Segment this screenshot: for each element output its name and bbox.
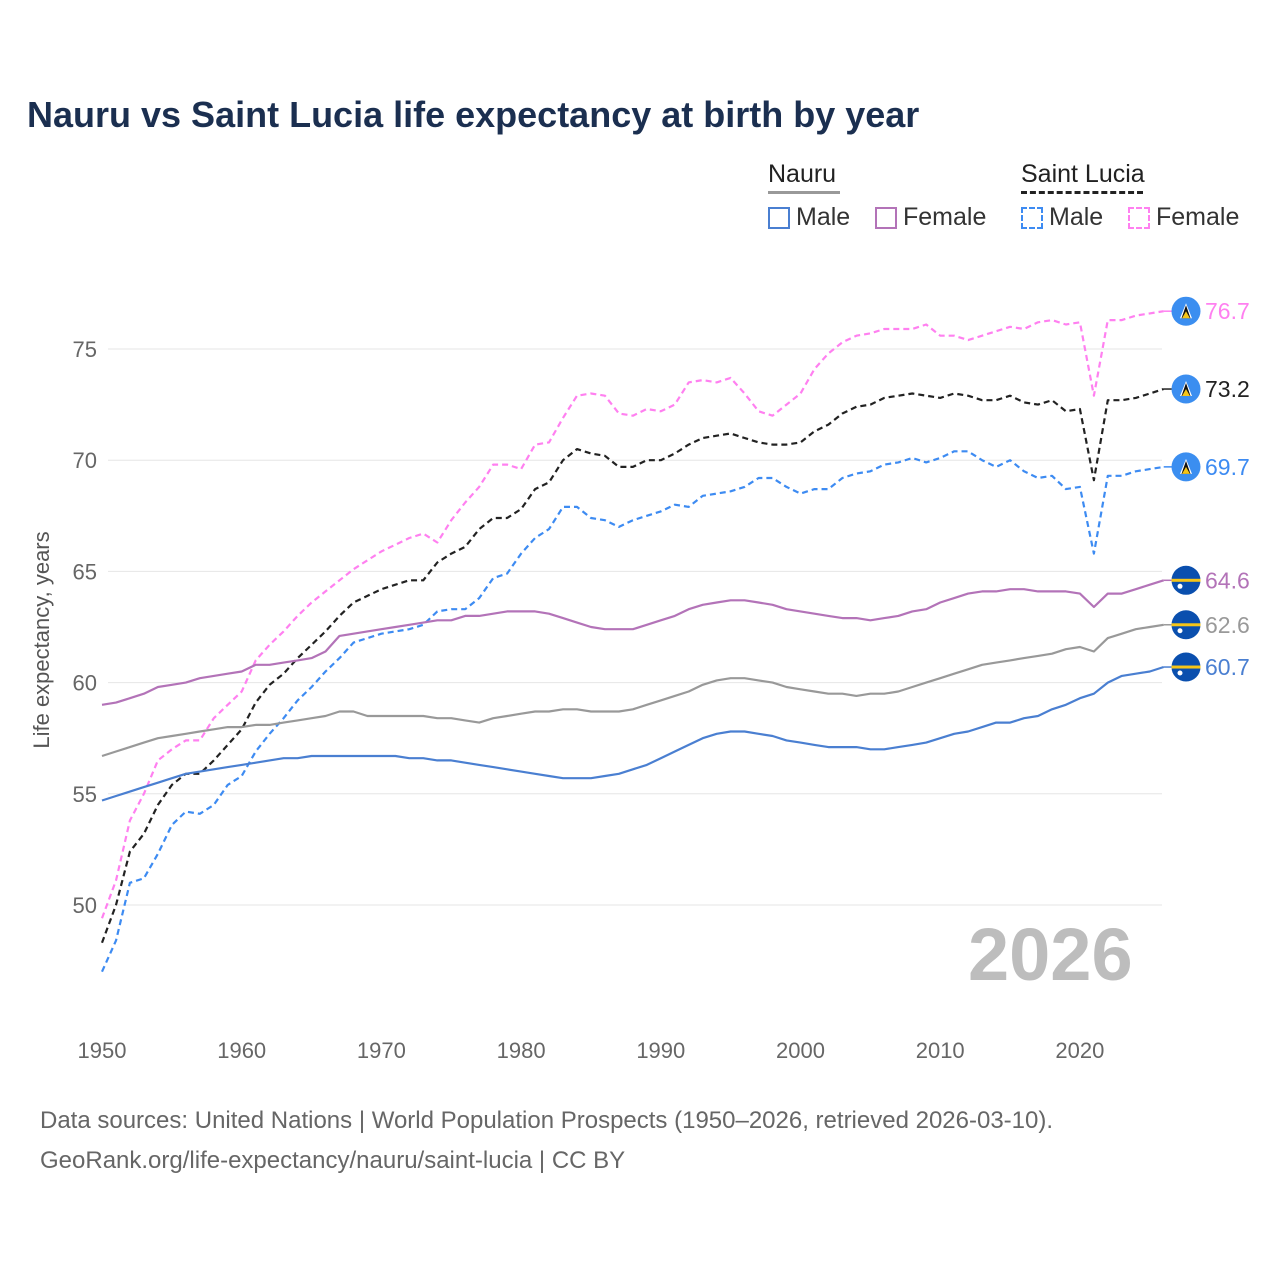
- legend-saint-lucia-line: [1021, 191, 1143, 194]
- end-value-label: 76.7: [1205, 298, 1250, 324]
- end-value-label: 62.6: [1205, 612, 1250, 638]
- series-line-nauru-total[interactable]: [101, 623, 1164, 758]
- year-watermark: 2026: [968, 913, 1133, 996]
- legend-item-saint-lucia-female[interactable]: Female: [1128, 203, 1239, 232]
- x-axis-ticks: 1950 1960 1970 1980 1990 2000 2010 2020: [78, 1038, 1105, 1063]
- legend-item-saint-lucia-male[interactable]: Male: [1021, 203, 1103, 232]
- x-tick-label: 2020: [1055, 1038, 1104, 1063]
- legend-nauru-line: [768, 191, 840, 194]
- end-value-label: 60.7: [1205, 654, 1250, 680]
- legend-group-label: Nauru: [768, 160, 837, 188]
- end-labels: 76.7 73.2 69.7 64.6 62.6 60.7: [1163, 296, 1250, 682]
- nauru-flag-icon: [1171, 565, 1201, 595]
- x-tick-label: 1990: [636, 1038, 685, 1063]
- x-tick-label: 1960: [217, 1038, 266, 1063]
- series-line-nauru-female[interactable]: [101, 579, 1165, 706]
- legend-label: Male: [1049, 203, 1104, 231]
- legend-swatch: [768, 206, 790, 229]
- footer-sources: Data sources: United Nations | World Pop…: [40, 1107, 1054, 1134]
- y-tick-label: 50: [73, 893, 97, 918]
- legend-label: Female: [903, 203, 987, 231]
- series-lines: [100, 310, 1165, 973]
- legend-label: Female: [1156, 203, 1240, 231]
- nauru-flag-icon: [1171, 610, 1201, 640]
- x-tick-label: 2010: [916, 1038, 965, 1063]
- y-tick-label: 65: [73, 559, 97, 584]
- x-tick-label: 1980: [497, 1038, 546, 1063]
- x-tick-label: 2000: [776, 1038, 825, 1063]
- series-line-saint-lucia-total[interactable]: [100, 387, 1165, 944]
- legend-swatch: [1128, 206, 1150, 229]
- end-value-label: 69.7: [1205, 454, 1250, 480]
- series-line-saint-lucia-male[interactable]: [100, 450, 1164, 973]
- legend-group-label: Saint Lucia: [1021, 160, 1145, 188]
- y-axis-label: Life expectancy, years: [29, 531, 54, 749]
- y-tick-label: 60: [73, 671, 97, 696]
- y-tick-label: 75: [73, 337, 97, 362]
- legend-swatch: [875, 206, 897, 229]
- series-line-saint-lucia-female[interactable]: [100, 310, 1164, 919]
- legend-item-nauru-female[interactable]: Female: [875, 203, 986, 232]
- x-tick-label: 1970: [357, 1038, 406, 1063]
- end-value-label: 73.2: [1205, 376, 1250, 402]
- x-tick-label: 1950: [78, 1038, 127, 1063]
- end-value-label: 64.6: [1205, 567, 1250, 593]
- saint-lucia-flag-icon: [1171, 452, 1201, 482]
- legend-swatch: [1021, 206, 1043, 229]
- legend-label: Male: [796, 203, 851, 231]
- legend-item-nauru-male[interactable]: Male: [768, 203, 850, 232]
- y-axis-ticks: 50 55 60 65 70 75: [73, 337, 97, 918]
- y-tick-label: 55: [73, 782, 97, 807]
- y-tick-label: 70: [73, 448, 97, 473]
- gridlines: [108, 348, 1162, 906]
- nauru-flag-icon: [1171, 652, 1201, 682]
- footer-link[interactable]: GeoRank.org/life-expectancy/nauru/saint-…: [40, 1147, 626, 1174]
- chart-title: Nauru vs Saint Lucia life expectancy at …: [27, 94, 920, 135]
- saint-lucia-flag-icon: [1171, 296, 1201, 326]
- legend-group-saint-lucia: Saint Lucia: [1021, 160, 1145, 194]
- saint-lucia-flag-icon: [1171, 374, 1201, 404]
- legend-group-nauru: Nauru: [768, 160, 840, 194]
- series-line-nauru-male[interactable]: [101, 665, 1165, 802]
